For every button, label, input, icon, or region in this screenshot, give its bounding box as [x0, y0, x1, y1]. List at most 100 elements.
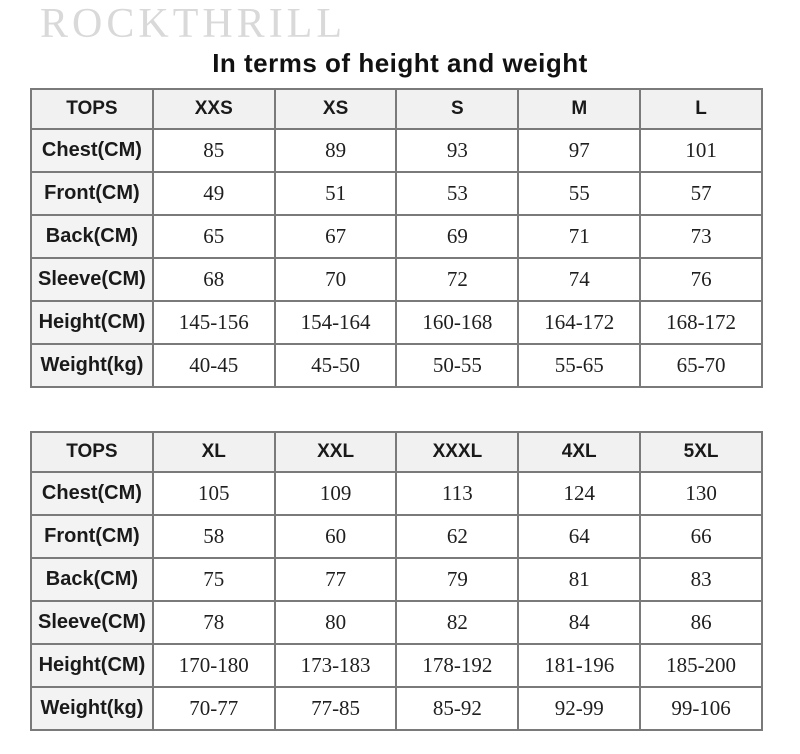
value-cell: 40-45: [151, 343, 276, 388]
value-cell: 68: [151, 257, 276, 302]
value-cell: 82: [395, 600, 520, 645]
row-label-cell: Front(CM): [30, 514, 154, 559]
row-label-cell: Back(CM): [30, 557, 154, 602]
value-cell: 70-77: [151, 686, 276, 731]
value-cell: 86: [639, 600, 763, 645]
size-column-header: XL: [151, 431, 276, 473]
value-cell: 99-106: [639, 686, 763, 731]
value-cell: 79: [395, 557, 520, 602]
value-cell: 69: [395, 214, 520, 259]
value-cell: 66: [639, 514, 763, 559]
row-label-cell: Back(CM): [30, 214, 154, 259]
value-cell: 124: [517, 471, 642, 516]
value-cell: 181-196: [517, 643, 642, 688]
table-row: Front(CM) 58 60 62 64 66: [30, 514, 763, 559]
value-cell: 80: [273, 600, 398, 645]
table-row: Sleeve(CM) 68 70 72 74 76: [30, 257, 763, 302]
value-cell: 58: [151, 514, 276, 559]
value-cell: 85-92: [395, 686, 520, 731]
row-label-cell: Chest(CM): [30, 128, 154, 173]
table-row: Back(CM) 65 67 69 71 73: [30, 214, 763, 259]
value-cell: 170-180: [151, 643, 276, 688]
row-label-cell: Sleeve(CM): [30, 257, 154, 302]
row-label-cell: Height(CM): [30, 643, 154, 688]
value-cell: 55: [517, 171, 642, 216]
table-row: Front(CM) 49 51 53 55 57: [30, 171, 763, 216]
value-cell: 67: [273, 214, 398, 259]
row-label-cell: Height(CM): [30, 300, 154, 345]
value-cell: 53: [395, 171, 520, 216]
size-column-header: XXS: [151, 88, 276, 130]
table-row: Chest(CM) 85 89 93 97 101: [30, 128, 763, 173]
value-cell: 74: [517, 257, 642, 302]
value-cell: 57: [639, 171, 763, 216]
size-table-large-sizes: TOPS XL XXL XXXL 4XL 5XL Chest(CM) 105 109 113 124…: [30, 431, 763, 731]
value-cell: 75: [151, 557, 276, 602]
value-cell: 73: [639, 214, 763, 259]
value-cell: 84: [517, 600, 642, 645]
size-column-header: 4XL: [517, 431, 642, 473]
row-label-cell: Chest(CM): [30, 471, 154, 516]
value-cell: 65-70: [639, 343, 763, 388]
value-cell: 49: [151, 171, 276, 216]
value-cell: 71: [517, 214, 642, 259]
value-cell: 109: [273, 471, 398, 516]
value-cell: 89: [273, 128, 398, 173]
value-cell: 55-65: [517, 343, 642, 388]
size-table-small-sizes: TOPS XXS XS S M L Chest(CM) 85 89 93 97 101 Front(CM…: [30, 88, 763, 388]
value-cell: 85: [151, 128, 276, 173]
value-cell: 70: [273, 257, 398, 302]
table-row: Sleeve(CM) 78 80 82 84 86: [30, 600, 763, 645]
value-cell: 77-85: [273, 686, 398, 731]
header-row: TOPS XL XXL XXXL 4XL 5XL: [30, 431, 763, 473]
size-column-header: S: [395, 88, 520, 130]
size-column-header: XS: [273, 88, 398, 130]
value-cell: 173-183: [273, 643, 398, 688]
table-row: Weight(kg) 70-77 77-85 85-92 92-99 99-106: [30, 686, 763, 731]
value-cell: 105: [151, 471, 276, 516]
value-cell: 50-55: [395, 343, 520, 388]
table-row: Height(CM) 170-180 173-183 178-192 181-196 18…: [30, 643, 763, 688]
size-column-header: L: [639, 88, 763, 130]
row-label-cell: Weight(kg): [30, 686, 154, 731]
value-cell: 62: [395, 514, 520, 559]
value-cell: 83: [639, 557, 763, 602]
value-cell: 154-164: [273, 300, 398, 345]
value-cell: 81: [517, 557, 642, 602]
value-cell: 160-168: [395, 300, 520, 345]
value-cell: 97: [517, 128, 642, 173]
value-cell: 72: [395, 257, 520, 302]
value-cell: 92-99: [517, 686, 642, 731]
value-cell: 77: [273, 557, 398, 602]
value-cell: 45-50: [273, 343, 398, 388]
header-row: TOPS XXS XS S M L: [30, 88, 763, 130]
value-cell: 130: [639, 471, 763, 516]
value-cell: 168-172: [639, 300, 763, 345]
table-row: Height(CM) 145-156 154-164 160-168 164-172 16…: [30, 300, 763, 345]
corner-header-cell: TOPS: [30, 431, 154, 473]
value-cell: 113: [395, 471, 520, 516]
table-row: Back(CM) 75 77 79 81 83: [30, 557, 763, 602]
table-row: Chest(CM) 105 109 113 124 130: [30, 471, 763, 516]
size-column-header: XXL: [273, 431, 398, 473]
brand-logo-text: ROCKTHRILL: [40, 1, 346, 47]
value-cell: 145-156: [151, 300, 276, 345]
row-label-cell: Weight(kg): [30, 343, 154, 388]
size-column-header: M: [517, 88, 642, 130]
value-cell: 64: [517, 514, 642, 559]
value-cell: 185-200: [639, 643, 763, 688]
value-cell: 60: [273, 514, 398, 559]
value-cell: 65: [151, 214, 276, 259]
row-label-cell: Front(CM): [30, 171, 154, 216]
value-cell: 178-192: [395, 643, 520, 688]
size-column-header: 5XL: [639, 431, 763, 473]
value-cell: 101: [639, 128, 763, 173]
value-cell: 164-172: [517, 300, 642, 345]
row-label-cell: Sleeve(CM): [30, 600, 154, 645]
table-row: Weight(kg) 40-45 45-50 50-55 55-65 65-70: [30, 343, 763, 388]
value-cell: 93: [395, 128, 520, 173]
size-column-header: XXXL: [395, 431, 520, 473]
page-title: In terms of height and weight: [212, 48, 588, 78]
corner-header-cell: TOPS: [30, 88, 154, 130]
